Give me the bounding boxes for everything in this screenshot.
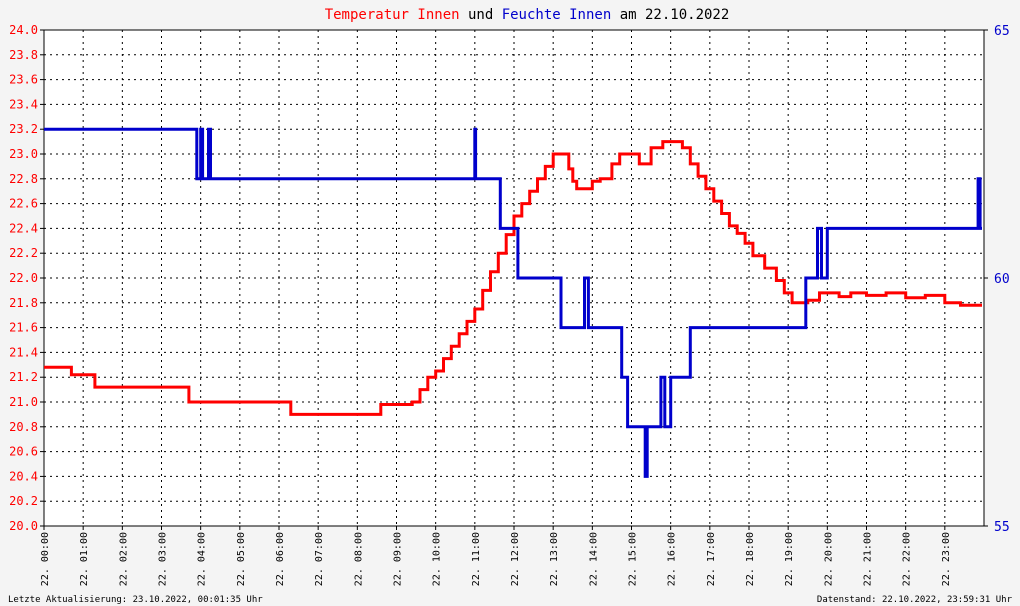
- y-left-tick-label: 22.6: [9, 197, 38, 211]
- x-tick-label: 22. 04:00: [197, 532, 208, 586]
- footer-last-update: Letzte Aktualisierung: 23.10.2022, 00:01…: [8, 595, 263, 605]
- x-tick-label: 22. 18:00: [745, 532, 756, 586]
- x-tick-label: 22. 21:00: [863, 532, 874, 586]
- y-right-tick-label: 55: [994, 520, 1010, 535]
- humidity-series-line: [44, 127, 982, 478]
- x-tick-label: 22. 08:00: [353, 532, 364, 586]
- x-tick-label: 22. 14:00: [588, 532, 599, 586]
- title-date-part: am 22.10.2022: [611, 7, 729, 23]
- y-left-tick-label: 24.0: [9, 23, 38, 37]
- y-left-tick-label: 23.8: [9, 48, 38, 62]
- y-left-tick-label: 21.6: [9, 321, 38, 335]
- x-tick-label: 22. 20:00: [823, 532, 834, 586]
- y-left-tick-label: 23.0: [9, 147, 38, 161]
- x-tick-label: 22. 05:00: [236, 532, 247, 586]
- y-left-tick-label: 20.0: [9, 519, 38, 533]
- x-tick-label: 22. 11:00: [471, 532, 482, 586]
- x-tick-label: 22. 02:00: [118, 532, 129, 586]
- footer-data-timestamp: Datenstand: 22.10.2022, 23:59:31 Uhr: [817, 595, 1013, 605]
- chart-title: Temperatur Innen und Feuchte Innen am 22…: [325, 7, 730, 23]
- x-tick-label: 22. 23:00: [941, 532, 952, 586]
- y-left-tick-label: 21.8: [9, 296, 38, 310]
- title-humidity-part: Feuchte Innen: [502, 7, 612, 23]
- y-left-tick-label: 23.2: [9, 122, 38, 136]
- x-tick-label: 22. 22:00: [902, 532, 913, 586]
- title-temperature-part: Temperatur Innen: [325, 7, 460, 23]
- y-right-tick-label: 60: [994, 272, 1010, 287]
- y-left-tick-label: 23.6: [9, 73, 38, 87]
- y-left-tick-label: 22.8: [9, 172, 38, 186]
- x-tick-label: 22. 10:00: [432, 532, 443, 586]
- x-tick-label: 22. 17:00: [706, 532, 717, 586]
- y-left-tick-label: 21.4: [9, 345, 38, 359]
- y-left-tick-label: 21.2: [9, 370, 38, 384]
- x-tick-label: 22. 09:00: [393, 532, 404, 586]
- y-left-tick-label: 23.4: [9, 97, 38, 111]
- temperature-series-line: [44, 140, 982, 416]
- x-tick-label: 22. 13:00: [549, 532, 560, 586]
- y-left-tick-label: 22.2: [9, 246, 38, 260]
- x-tick-label: 22. 03:00: [158, 532, 169, 586]
- x-tick-label: 22. 15:00: [628, 532, 639, 586]
- y-right-tick-label: 65: [994, 24, 1010, 39]
- x-tick-label: 22. 06:00: [275, 532, 286, 586]
- y-left-tick-label: 20.2: [9, 494, 38, 508]
- y-left-tick-label: 22.4: [9, 221, 38, 235]
- x-tick-label: 22. 00:00: [40, 532, 51, 586]
- x-tick-label: 22. 16:00: [667, 532, 678, 586]
- y-left-tick-label: 20.4: [9, 469, 38, 483]
- x-tick-label: 22. 01:00: [79, 532, 90, 586]
- x-tick-label: 22. 07:00: [314, 532, 325, 586]
- y-left-tick-label: 20.6: [9, 445, 38, 459]
- x-tick-label: 22. 19:00: [784, 532, 795, 586]
- y-left-tick-label: 21.0: [9, 395, 38, 409]
- y-left-tick-label: 20.8: [9, 420, 38, 434]
- title-und-part: und: [460, 7, 502, 23]
- x-tick-label: 22. 12:00: [510, 532, 521, 586]
- y-left-tick-label: 22.0: [9, 271, 38, 285]
